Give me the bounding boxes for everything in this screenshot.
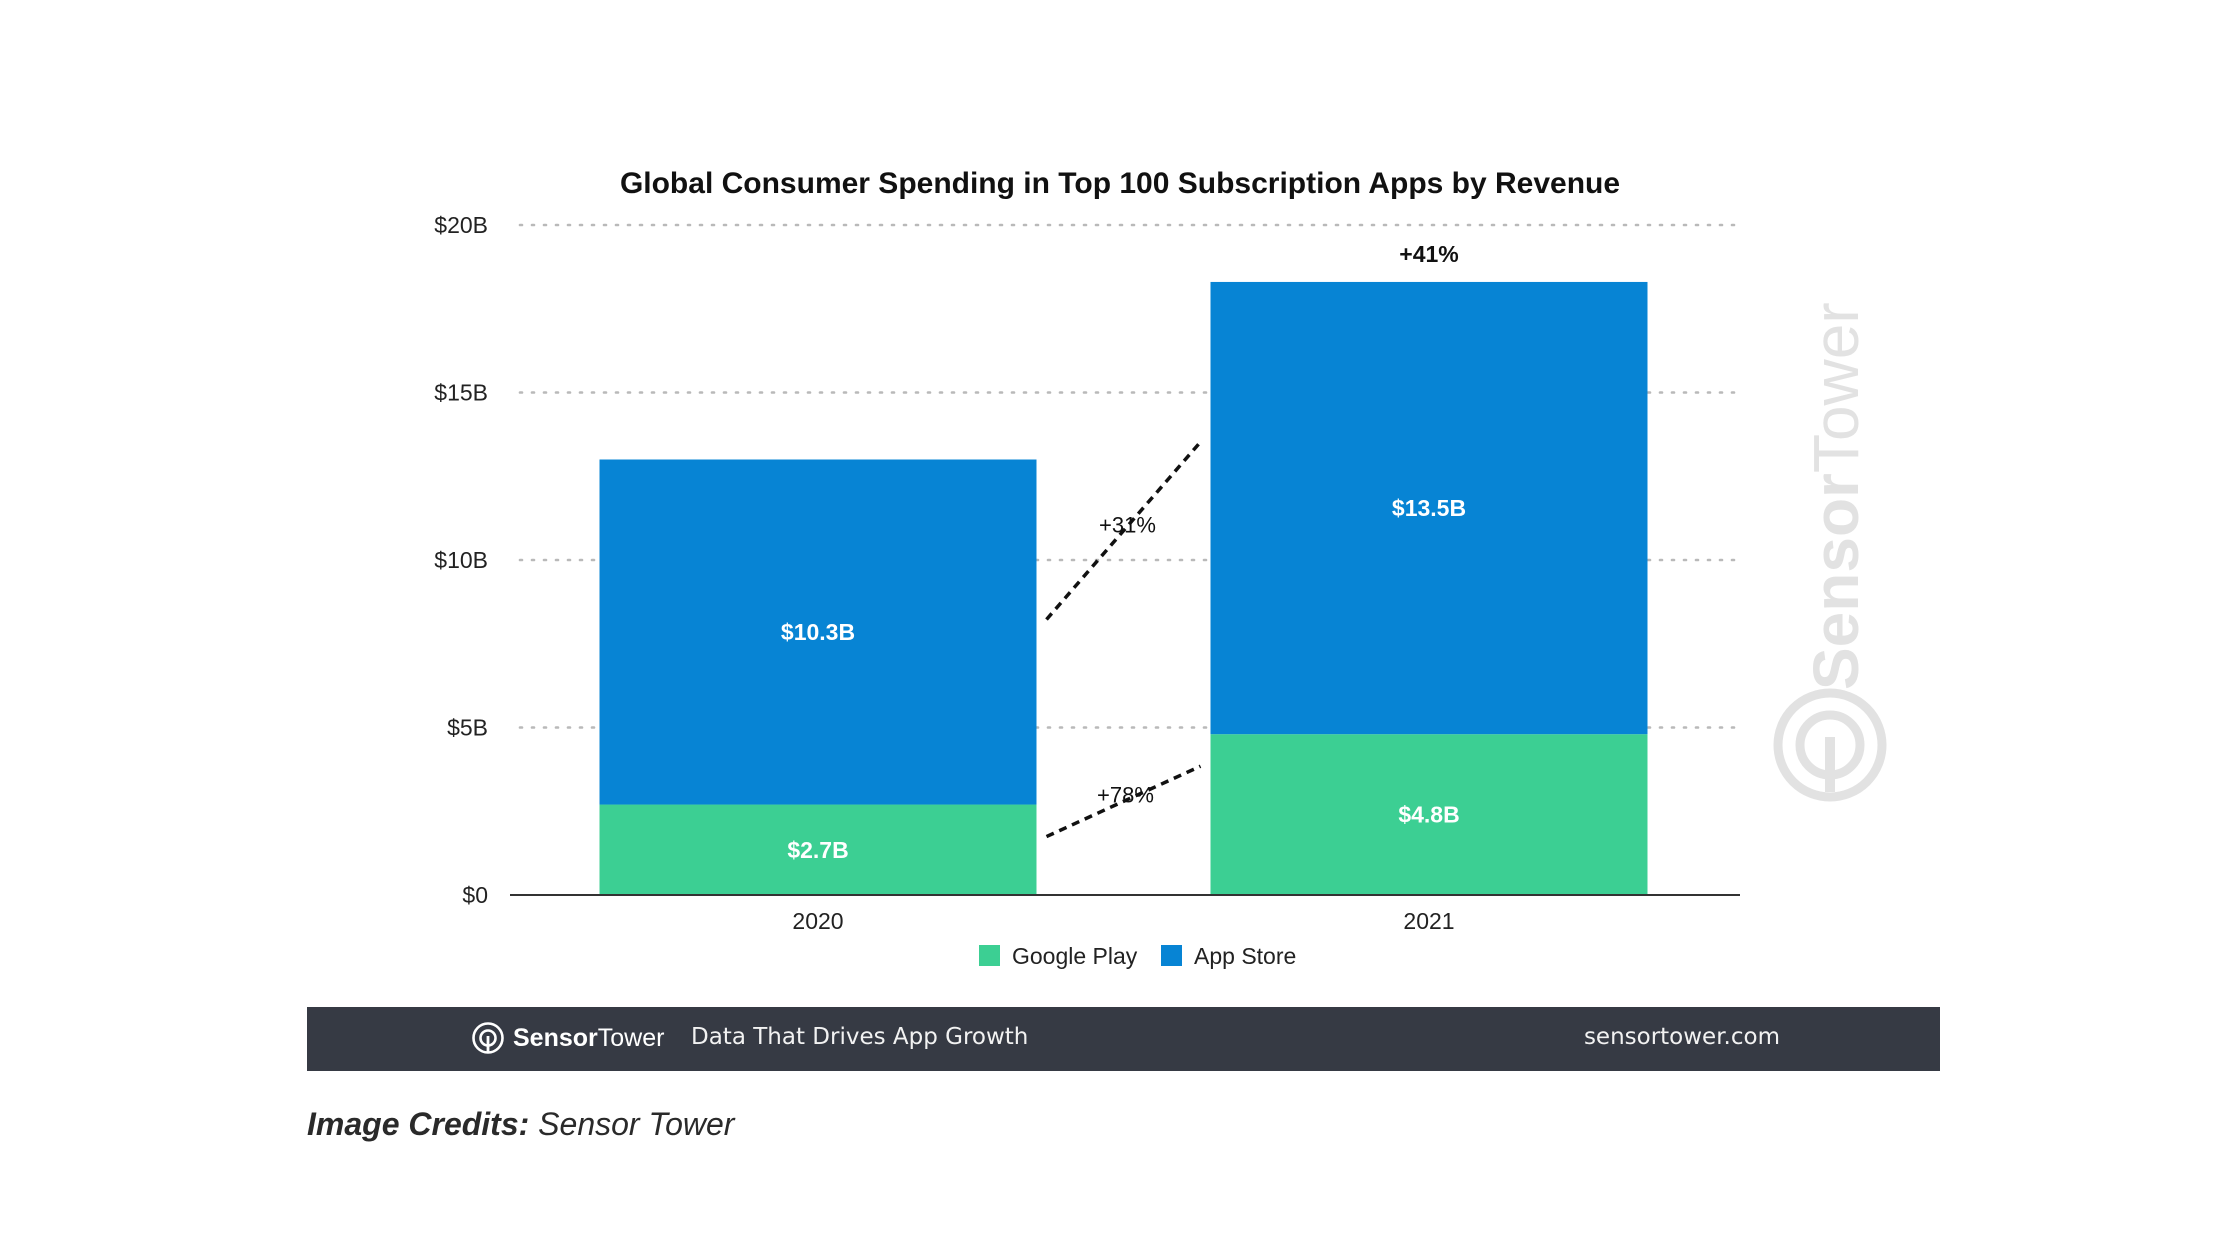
legend-label: App Store: [1194, 943, 1296, 969]
data-label: $2.7B: [787, 837, 848, 863]
bars: [510, 281, 1740, 896]
x-tick-label: 2021: [1403, 908, 1454, 934]
bar-labels: $2.7B $10.3B 2020 $4.8B $13.5B 2021: [781, 495, 1466, 934]
legend: Google Play App Store: [979, 943, 1296, 969]
data-label: $10.3B: [781, 619, 855, 645]
watermark-brand-bold: Sensor: [1800, 473, 1872, 690]
y-tick-label: $5B: [447, 715, 488, 741]
watermark-brand-regular: Tower: [1800, 302, 1872, 473]
credits-label: Image Credits:: [307, 1106, 530, 1142]
x-tick-label: 2020: [792, 908, 843, 934]
image-credits: Image Credits: Sensor Tower: [307, 1106, 734, 1143]
bar-segment: [599, 804, 1037, 895]
bar-segment: [599, 459, 1037, 805]
app-store-growth-line: [1045, 440, 1202, 621]
app-store-growth-label: +31%: [1099, 513, 1156, 538]
sensor-tower-logo-icon: [472, 1022, 504, 1054]
footer-tagline: Data That Drives App Growth: [691, 1024, 1029, 1050]
y-tick-label: $20B: [434, 212, 488, 238]
y-tick-label: $15B: [434, 380, 488, 406]
footer-url[interactable]: sensortower.com: [1583, 1024, 1780, 1050]
footer-logo-regular: Tower: [597, 1023, 665, 1052]
y-tick-label: $0: [462, 882, 488, 908]
svg-text:SensorTower: SensorTower: [1800, 302, 1872, 690]
total-growth-label: +41%: [1399, 241, 1458, 267]
legend-label: Google Play: [1012, 943, 1138, 969]
sensor-tower-logo-icon: [1773, 688, 1887, 802]
google-play-growth-label: +78%: [1097, 782, 1154, 807]
bar-segment: [1210, 734, 1648, 895]
data-label: $4.8B: [1398, 802, 1459, 828]
legend-swatch: [979, 945, 1000, 966]
bar-segment: [1210, 281, 1648, 735]
footer-logo-bold: Sensor: [513, 1023, 598, 1052]
footer-logo: SensorTower: [471, 1021, 664, 1055]
legend-swatch: [1161, 945, 1182, 966]
footer-bar: SensorTower Data That Drives App Growth …: [307, 1007, 1940, 1071]
data-label: $13.5B: [1392, 495, 1466, 521]
growth-annotations: +78% +31% +41%: [1045, 241, 1459, 839]
google-play-growth-line: [1045, 764, 1202, 839]
chart-title: Global Consumer Spending in Top 100 Subs…: [620, 167, 1620, 200]
credits-source: Sensor Tower: [538, 1106, 735, 1142]
y-tick-label: $10B: [434, 547, 488, 573]
sensortower-watermark: SensorTower: [1800, 302, 1872, 690]
